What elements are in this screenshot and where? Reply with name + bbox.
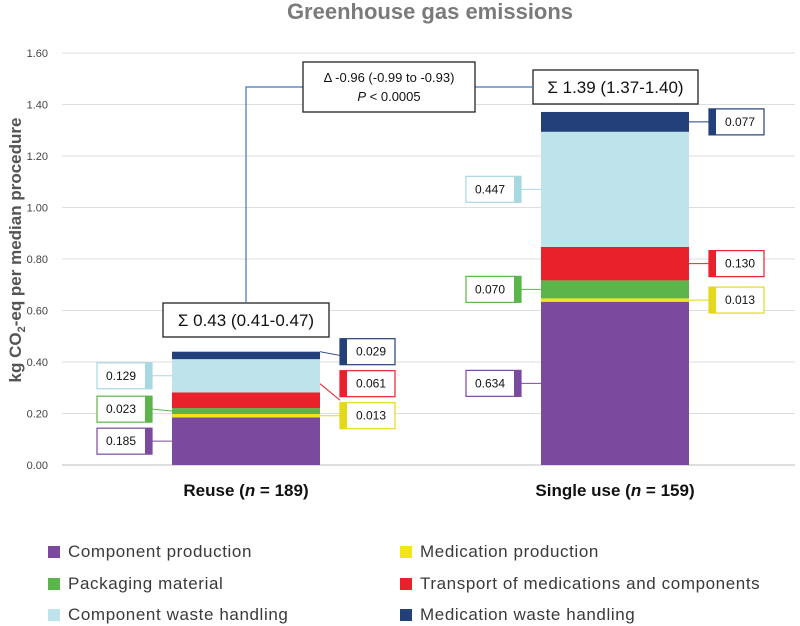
bar-segment (541, 301, 689, 465)
data-label-tab (340, 402, 347, 429)
data-label-tab (514, 276, 521, 303)
bar-segment (172, 417, 320, 465)
data-label: 0.029 (356, 345, 386, 359)
label-leader (319, 351, 341, 356)
bar-segment (541, 111, 689, 132)
data-label-tab (709, 108, 716, 135)
category-label: Reuse (n = 189) (183, 481, 308, 500)
total-label: Σ 1.39 (1.37-1.40) (547, 78, 683, 97)
y-tick-label: 0.40 (27, 357, 48, 369)
data-label: 0.023 (106, 402, 136, 416)
data-label-box (339, 338, 396, 366)
data-label-tab (340, 338, 347, 365)
data-label-box (96, 395, 153, 423)
bar-segment (172, 414, 320, 418)
data-label-tab (514, 370, 521, 397)
bar-segment (541, 131, 689, 247)
bar-segment (541, 298, 689, 302)
data-label-box (339, 402, 396, 430)
data-label: 0.447 (475, 182, 505, 196)
total-label: Σ 0.43 (0.41-0.47) (178, 311, 314, 330)
data-label: 0.129 (106, 369, 136, 383)
y-tick-label: 1.20 (27, 151, 48, 163)
data-label-tab (145, 428, 152, 455)
data-label-tab (709, 250, 716, 277)
data-label: 0.070 (475, 282, 505, 296)
total-box (162, 302, 330, 338)
difference-box (302, 61, 476, 113)
total-box (532, 69, 699, 105)
y-tick-label: 0.20 (27, 409, 48, 421)
bar-segment (172, 392, 320, 409)
data-label-tab (145, 396, 152, 423)
bar-segment (172, 351, 320, 360)
y-tick-label: 0.00 (27, 460, 48, 472)
chart-title: Greenhouse gas emissions (287, 0, 573, 24)
data-label: 0.185 (106, 434, 136, 448)
data-label-box (708, 250, 765, 278)
bar-segment (172, 359, 320, 393)
y-tick-label: 1.60 (27, 48, 48, 60)
data-label: 0.077 (725, 115, 755, 129)
p-value-label: P < 0.0005 (357, 89, 420, 104)
data-label: 0.130 (725, 257, 755, 271)
bar-segment (172, 408, 320, 415)
data-label-box (465, 175, 522, 203)
data-label-box (465, 369, 522, 397)
bar-segment (541, 246, 689, 281)
y-axis-label: kg CO2-eq per median procedure (6, 118, 28, 383)
y-tick-label: 1.40 (27, 100, 48, 112)
data-label-tab (514, 176, 521, 203)
data-label: 0.061 (356, 377, 386, 391)
data-label-tab (145, 362, 152, 389)
data-label-box (339, 370, 396, 398)
data-label-box (465, 275, 522, 303)
data-label: 0.013 (356, 409, 386, 423)
data-label: 0.634 (475, 376, 505, 390)
category-label: Single use (n = 159) (535, 481, 694, 500)
label-leader (151, 408, 173, 412)
bar-segment (541, 280, 689, 299)
data-label-tab (709, 287, 716, 314)
y-tick-label: 1.00 (27, 203, 48, 215)
data-label-tab (340, 370, 347, 397)
difference-label: Δ -0.96 (-0.99 to -0.93) (324, 70, 455, 85)
y-tick-label: 0.60 (27, 306, 48, 318)
data-label: 0.013 (725, 293, 755, 307)
y-tick-label: 0.80 (27, 254, 48, 266)
label-leader (319, 383, 341, 401)
